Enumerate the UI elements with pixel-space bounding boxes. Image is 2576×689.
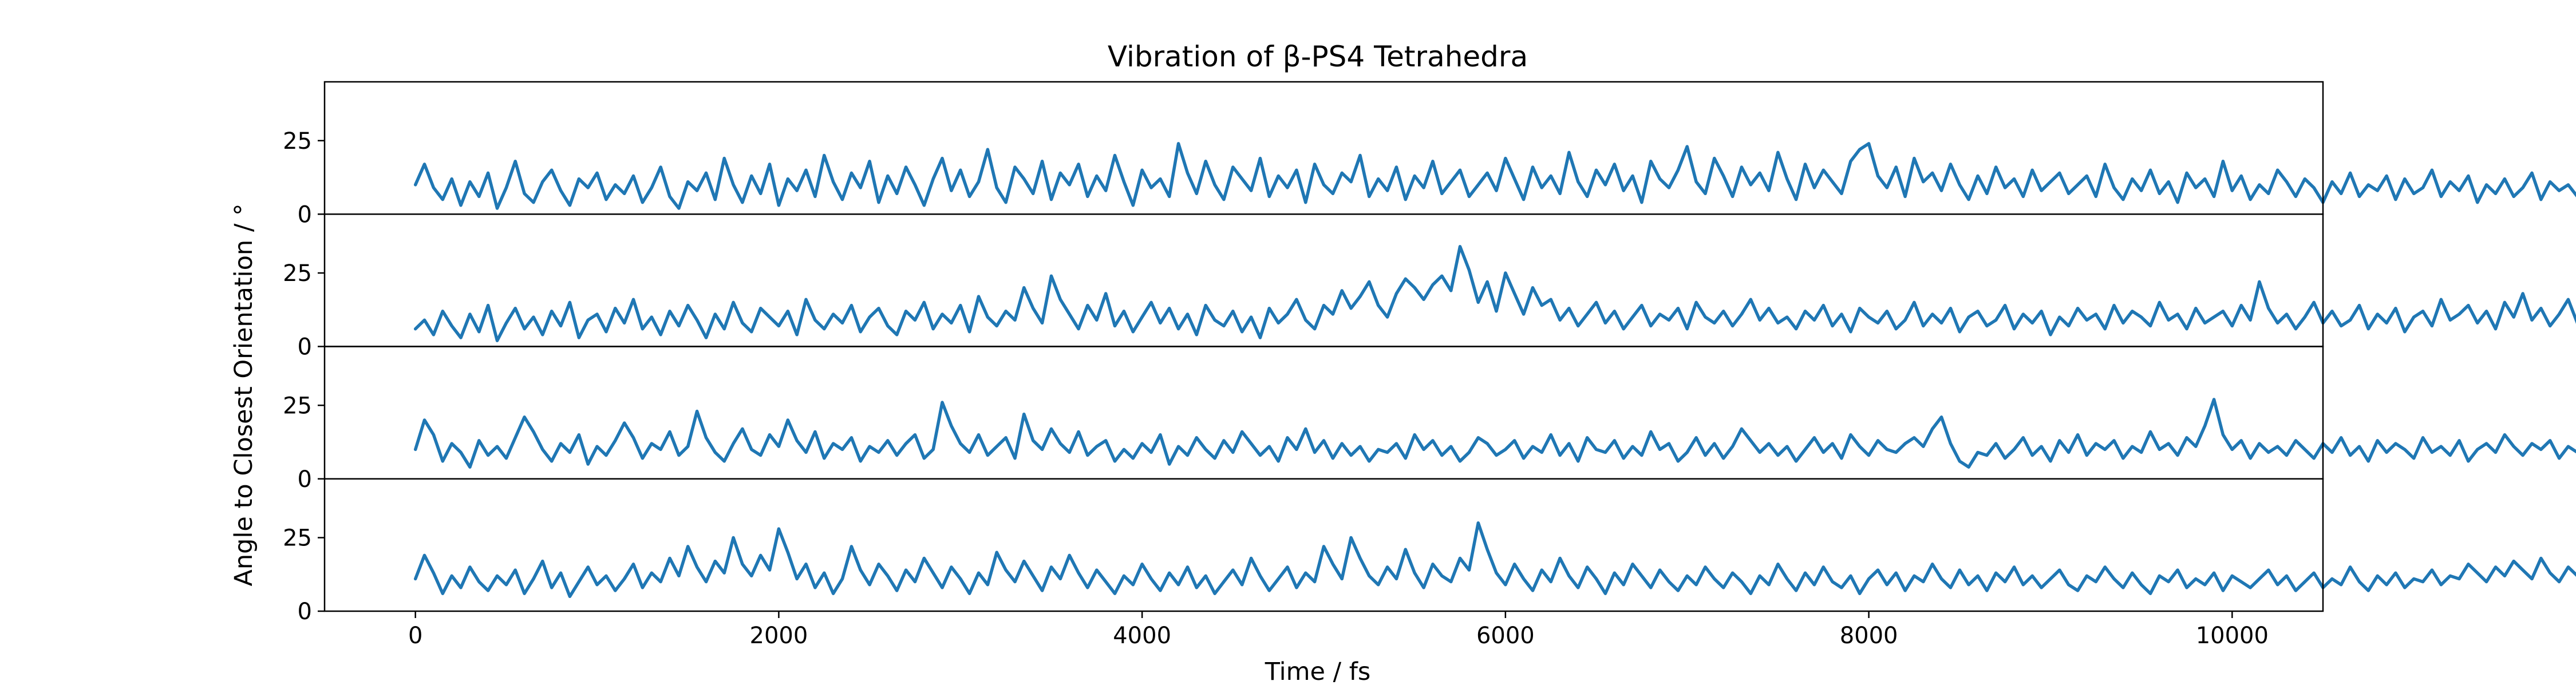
chart-title: Vibration of β-PS4 Tetrahedra	[1108, 40, 1528, 73]
y-tick-label: 0	[298, 334, 312, 361]
y-tick-label: 0	[298, 201, 312, 228]
y-axis-label: Angle to Closest Orientation / °	[230, 203, 258, 586]
x-tick-label: 10000	[2196, 623, 2269, 649]
y-tick-label: 25	[283, 260, 312, 287]
panel-4: 0 25	[283, 478, 2576, 625]
y-tick-label: 25	[283, 128, 312, 155]
x-ticks-layer: 0 2000 4000 6000 8000 10000	[408, 611, 2269, 649]
panel-2-series-line	[413, 245, 2576, 342]
x-tick-label: 0	[408, 623, 422, 649]
y-tick-label: 0	[298, 599, 312, 625]
panel-1-series-line	[413, 142, 2576, 210]
panel-4-frame	[323, 478, 2324, 612]
panel-1: 0 25	[283, 81, 2576, 228]
x-tick-label: 4000	[1113, 623, 1171, 649]
y-tick-label: 25	[283, 525, 312, 552]
panels-layer: 0 25 0 25 0 25 0 25	[283, 81, 2576, 625]
x-tick-label: 6000	[1476, 623, 1535, 649]
x-axis-label: Time / fs	[1265, 658, 1371, 686]
y-tick-label: 0	[298, 466, 312, 493]
panel-4-series-line	[413, 521, 2576, 599]
panel-3-series-line	[413, 398, 2576, 469]
y-tick-label: 25	[283, 393, 312, 419]
x-tick-label: 2000	[750, 623, 808, 649]
x-tick-label: 8000	[1840, 623, 1898, 649]
